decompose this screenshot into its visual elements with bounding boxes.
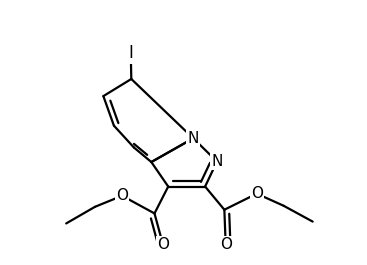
- Text: O: O: [251, 186, 263, 201]
- Text: I: I: [128, 45, 133, 63]
- Text: O: O: [157, 237, 169, 252]
- Text: N: N: [211, 154, 223, 169]
- Text: O: O: [116, 188, 128, 203]
- Text: N: N: [188, 131, 199, 146]
- Text: O: O: [220, 237, 232, 252]
